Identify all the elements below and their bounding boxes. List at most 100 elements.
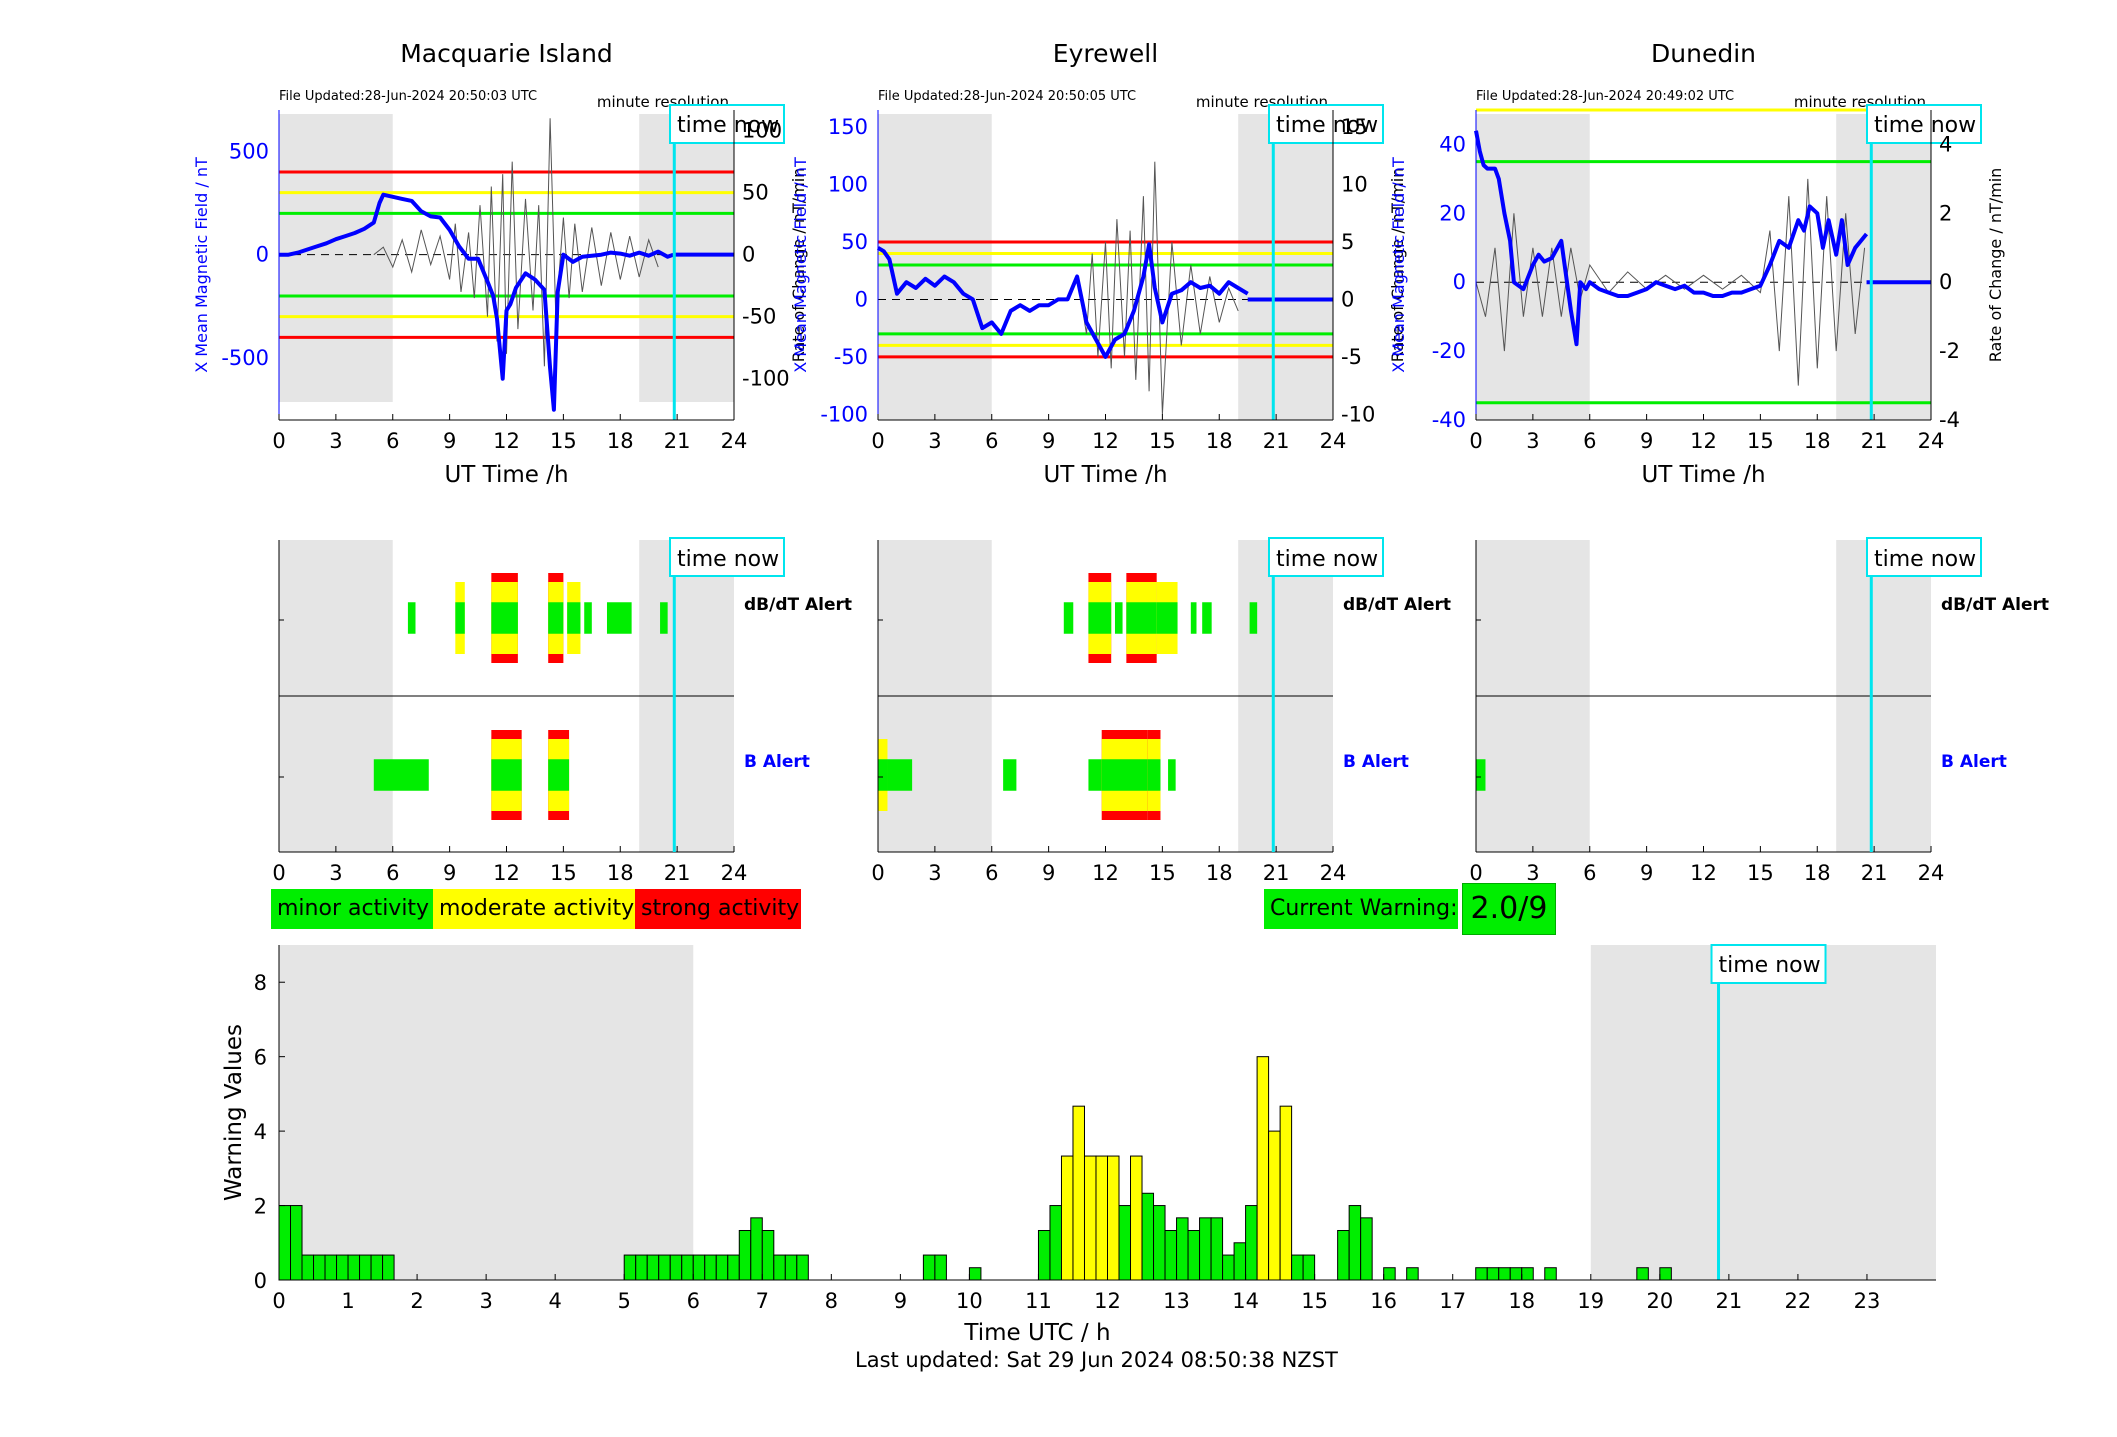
x-tick-label: 3 xyxy=(928,861,941,885)
warning-bar xyxy=(370,1254,384,1281)
y-tick-label: 20 xyxy=(1439,201,1466,225)
alert-panel-eyrewell: time now dB/dT Alert B Alert 0 3 6 9 12 15 18 21 24 xyxy=(871,537,1451,885)
warning-bar xyxy=(1083,1155,1097,1281)
x-tick-label: 1 xyxy=(341,1289,354,1313)
x-tick-label: 0 xyxy=(272,861,285,885)
night-shading xyxy=(1836,114,1931,420)
warning-bar xyxy=(1118,1205,1132,1281)
warning-bar xyxy=(715,1254,729,1281)
time-now-label: time now xyxy=(1276,547,1378,572)
time-now-label: time now xyxy=(677,113,779,138)
dbdt-alert-bar-minor xyxy=(1088,602,1112,634)
x-tick-label: 12 xyxy=(493,429,520,453)
dbdt-alert-bar-minor xyxy=(1126,602,1157,634)
warning-bar xyxy=(1130,1155,1143,1281)
x-tick-label: 18 xyxy=(607,861,634,885)
y-axis-label: Warning Values xyxy=(221,1024,247,1201)
x-tick-label: 24 xyxy=(721,429,748,453)
x-tick-label: 14 xyxy=(1232,1289,1259,1313)
y-tick-label: -100 xyxy=(820,402,868,426)
x-tick-label: 9 xyxy=(1640,861,1653,885)
x-tick-label: 9 xyxy=(894,1289,907,1313)
dbdt-alert-bar-minor xyxy=(1249,602,1258,634)
warning-bar xyxy=(784,1254,798,1281)
night-shading xyxy=(279,945,694,1280)
dbdt-alert-bar-minor xyxy=(1114,602,1123,634)
y-tick-label: 6 xyxy=(254,1046,267,1070)
warning-bar xyxy=(692,1254,706,1281)
alert-panel-macquarie-island: time now dB/dT Alert B Alert 0 3 6 9 12 15 18 21 24 xyxy=(272,537,852,885)
b-alert-bar-minor xyxy=(1101,759,1148,791)
x-tick-label: 3 xyxy=(928,429,941,453)
x-axis-label: UT Time /h xyxy=(1641,462,1765,488)
y2-tick-label: -4 xyxy=(1939,408,1960,432)
warning-bar xyxy=(1095,1155,1108,1281)
x-tick-label: 8 xyxy=(825,1289,838,1313)
dbdt-alert-bar-minor xyxy=(1156,602,1178,634)
y-tick-label: 8 xyxy=(254,971,267,995)
dbdt-alert-bar-minor xyxy=(567,602,581,634)
dbdt-alert-bar-minor xyxy=(660,602,668,634)
x-tick-label: 15 xyxy=(1149,861,1176,885)
y-tick-label: 0 xyxy=(855,287,868,311)
x-tick-label: 21 xyxy=(1861,861,1888,885)
warning-bar xyxy=(359,1254,372,1281)
warning-bar xyxy=(1337,1229,1350,1281)
warning-bar xyxy=(278,1205,292,1281)
x-tick-label: 12 xyxy=(493,861,520,885)
x-tick-label: 0 xyxy=(1469,429,1482,453)
station-panel-dunedin: Dunedin File Updated:28-Jun-2024 20:49:02… xyxy=(1389,39,2005,488)
x-tick-label: 3 xyxy=(1526,861,1539,885)
x-tick-label: 12 xyxy=(1690,429,1717,453)
warning-bar xyxy=(1187,1229,1201,1281)
x-tick-label: 9 xyxy=(443,861,456,885)
dbdt-alert-bar-minor xyxy=(548,602,564,634)
time-now-label: time now xyxy=(1719,953,1821,978)
y-axis-label: X Mean Magnetic Field / nT xyxy=(791,157,810,373)
magnetic-field-series xyxy=(279,192,674,412)
x-tick-label: 19 xyxy=(1577,1289,1604,1313)
x-tick-label: 22 xyxy=(1785,1289,1812,1313)
y-tick-label: 0 xyxy=(1453,270,1466,294)
x-tick-label: 3 xyxy=(329,429,342,453)
x-tick-label: 18 xyxy=(1508,1289,1535,1313)
panel-title: Macquarie Island xyxy=(400,39,613,68)
x-tick-label: 6 xyxy=(1583,429,1596,453)
y2-tick-label: 2 xyxy=(1939,201,1952,225)
time-now-label: time now xyxy=(677,547,779,572)
x-tick-label: 15 xyxy=(1301,1289,1328,1313)
warning-bar xyxy=(1233,1242,1247,1281)
b-alert-label: B Alert xyxy=(1343,752,1409,772)
x-tick-label: 15 xyxy=(1747,861,1774,885)
y2-tick-label: 50 xyxy=(742,181,769,205)
warning-bar xyxy=(1659,1267,1672,1281)
x-tick-label: 0 xyxy=(272,429,285,453)
y-tick-label: -20 xyxy=(1432,339,1466,363)
warning-bar xyxy=(1210,1217,1224,1281)
warning-bar xyxy=(922,1254,936,1281)
night-shading xyxy=(279,114,393,402)
x-tick-label: 0 xyxy=(871,429,884,453)
y2-tick-label: 0 xyxy=(742,243,755,267)
warning-bar xyxy=(1037,1229,1051,1281)
y-tick-label: 0 xyxy=(254,1269,267,1293)
x-axis-label: UT Time /h xyxy=(1043,462,1167,488)
warning-bar xyxy=(313,1254,326,1281)
last-updated-text: Last updated: Sat 29 Jun 2024 08:50:38 N… xyxy=(855,1348,1338,1372)
warning-bar xyxy=(1164,1229,1178,1281)
warning-bar xyxy=(347,1254,361,1281)
warning-bar xyxy=(1406,1267,1419,1281)
warning-bar xyxy=(1072,1105,1085,1281)
y-tick-label: -50 xyxy=(834,345,868,369)
warning-bar xyxy=(681,1254,694,1281)
x-tick-label: 18 xyxy=(607,429,634,453)
warning-bar xyxy=(1107,1155,1120,1281)
y2-tick-label: 10 xyxy=(1341,173,1368,197)
dbdt-alert-bar-minor xyxy=(584,602,592,634)
time-now-box xyxy=(1268,537,1384,577)
file-updated-text: File Updated:28-Jun-2024 20:50:05 UTC xyxy=(878,89,1136,104)
current-warning-value: 2.0/9 xyxy=(1462,883,1556,935)
x-tick-label: 16 xyxy=(1370,1289,1397,1313)
station-magnetogram-panels: Macquarie Island File Updated:28-Jun-2024… xyxy=(192,39,2005,488)
